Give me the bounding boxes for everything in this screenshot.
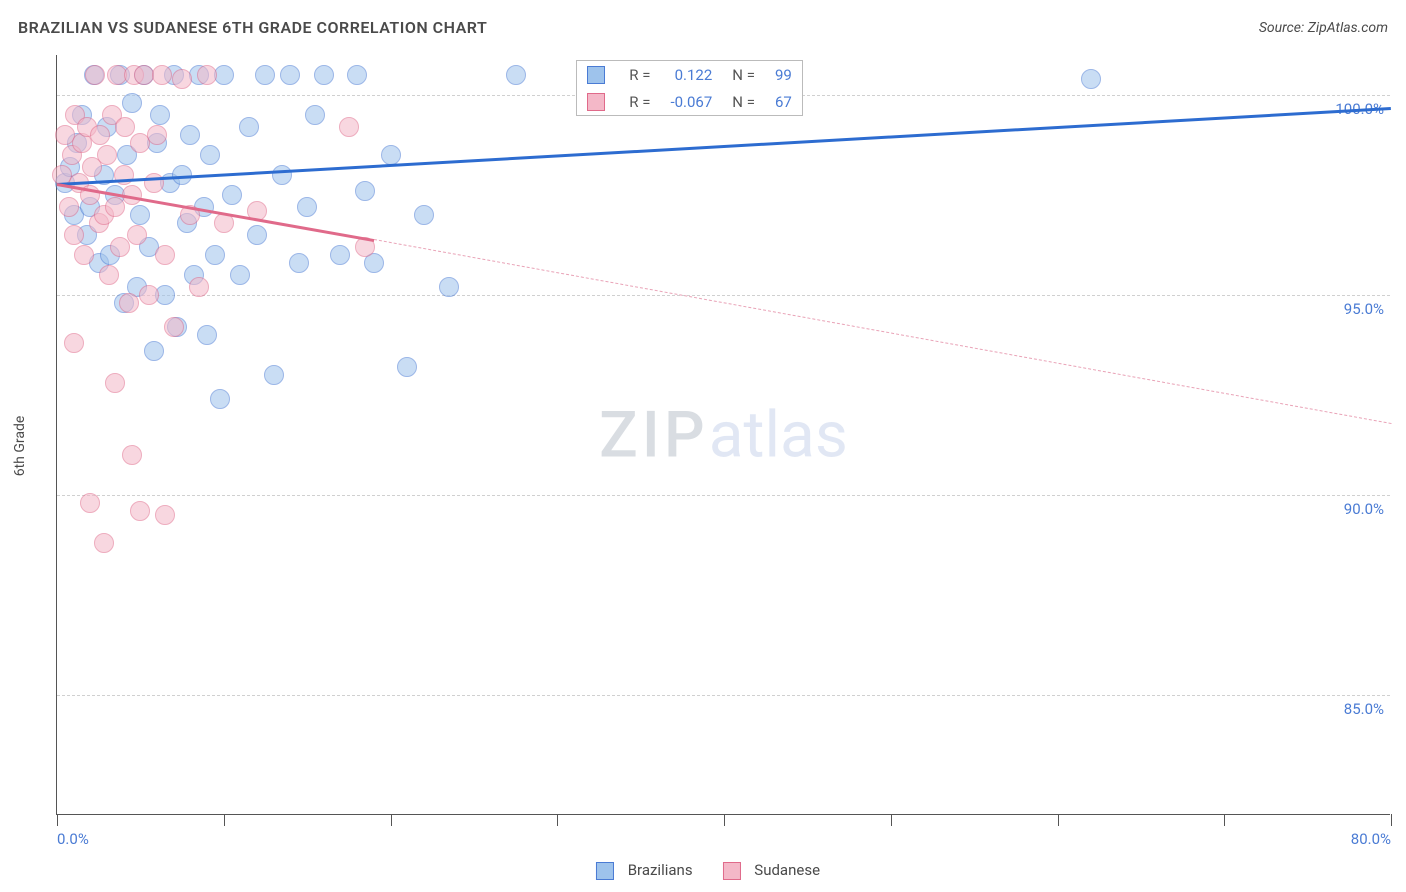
chart-title: BRAZILIAN VS SUDANESE 6TH GRADE CORRELAT… (18, 18, 487, 37)
data-point (264, 365, 284, 385)
data-point (80, 493, 100, 513)
data-point (85, 65, 105, 85)
data-point (280, 65, 300, 85)
data-point (180, 125, 200, 145)
trend-line (374, 239, 1391, 424)
x-tick (557, 814, 558, 826)
y-tick-label: 95.0% (1344, 300, 1384, 318)
data-point (110, 237, 130, 257)
title-row: BRAZILIAN VS SUDANESE 6TH GRADE CORRELAT… (18, 18, 1388, 37)
data-point (155, 505, 175, 525)
data-point (189, 277, 209, 297)
data-point (397, 357, 417, 377)
gridline (57, 295, 1390, 296)
data-point (314, 65, 334, 85)
x-tick-label: 0.0% (57, 830, 89, 848)
data-point (59, 197, 79, 217)
data-point (205, 245, 225, 265)
x-tick (224, 814, 225, 826)
data-point (197, 325, 217, 345)
data-point (339, 117, 359, 137)
data-point (305, 105, 325, 125)
x-tick (891, 814, 892, 826)
x-tick (1391, 814, 1392, 826)
data-point (99, 265, 119, 285)
data-point (94, 533, 114, 553)
legend-bottom: Brazilians Sudanese (576, 861, 830, 880)
data-point (347, 65, 367, 85)
data-point (139, 285, 159, 305)
y-tick-label: 90.0% (1344, 500, 1384, 518)
y-tick-label: 85.0% (1344, 700, 1384, 718)
y-axis-title: 6th Grade (12, 416, 28, 477)
data-point (127, 225, 147, 245)
data-point (119, 293, 139, 313)
data-point (330, 245, 350, 265)
data-point (130, 501, 150, 521)
legend-item: Brazilians (586, 861, 693, 879)
data-point (200, 145, 220, 165)
data-point (230, 265, 250, 285)
data-point (239, 117, 259, 137)
data-point (297, 197, 317, 217)
data-point (255, 65, 275, 85)
data-point (74, 245, 94, 265)
legend-item: Sudanese (713, 861, 820, 879)
data-point (272, 165, 292, 185)
watermark-atlas: atlas (709, 397, 848, 472)
data-point (506, 65, 526, 85)
x-tick (1058, 814, 1059, 826)
data-point (90, 125, 110, 145)
data-point (144, 173, 164, 193)
data-point (150, 105, 170, 125)
data-point (122, 93, 142, 113)
source-label: Source: ZipAtlas.com (1259, 20, 1388, 36)
data-point (414, 205, 434, 225)
data-point (210, 389, 230, 409)
gridline (57, 495, 1390, 496)
x-tick (1224, 814, 1225, 826)
x-tick (57, 814, 58, 826)
data-point (115, 117, 135, 137)
gridline (57, 695, 1390, 696)
data-point (381, 145, 401, 165)
data-point (197, 65, 217, 85)
data-point (289, 253, 309, 273)
data-point (105, 197, 125, 217)
x-tick (391, 814, 392, 826)
data-point (164, 317, 184, 337)
x-tick-label: 80.0% (1351, 830, 1391, 848)
data-point (172, 69, 192, 89)
data-point (439, 277, 459, 297)
data-point (144, 341, 164, 361)
data-point (134, 65, 154, 85)
watermark-zip: ZIP (599, 397, 709, 472)
trend-line (57, 107, 1391, 185)
data-point (152, 65, 172, 85)
plot-area: ZIPatlas 85.0%90.0%95.0%100.0%0.0%80.0% (56, 55, 1390, 815)
watermark: ZIPatlas (599, 397, 848, 472)
data-point (64, 333, 84, 353)
data-point (130, 205, 150, 225)
data-point (1081, 69, 1101, 89)
data-point (155, 245, 175, 265)
data-point (122, 445, 142, 465)
data-point (247, 225, 267, 245)
data-point (97, 145, 117, 165)
data-point (147, 125, 167, 145)
data-point (64, 225, 84, 245)
data-point (355, 181, 375, 201)
data-point (222, 185, 242, 205)
legend-top: R =0.122N =99R =-0.067N =67 (576, 60, 803, 116)
data-point (105, 373, 125, 393)
x-tick (724, 814, 725, 826)
